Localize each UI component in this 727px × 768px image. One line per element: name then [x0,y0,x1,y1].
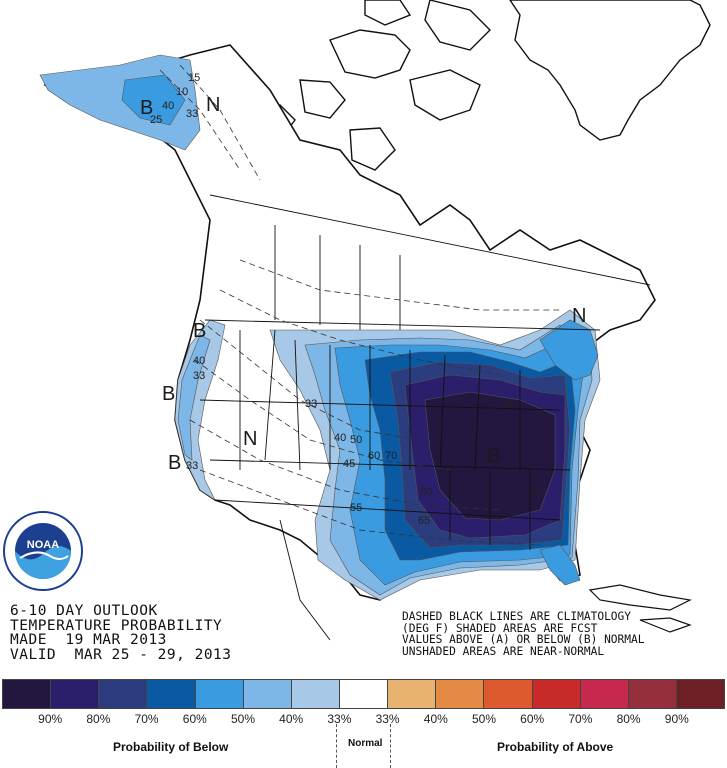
below-category-label: Probability of Below [113,740,229,754]
scale-swatch [628,680,677,708]
scale-swatch [3,680,52,708]
west-below-label-3: B [168,452,182,474]
west-normal-label: N [243,428,258,450]
scale-swatch [532,680,581,708]
scale-swatch [195,680,244,708]
scale-swatch [676,680,725,708]
scale-tick-label: 80% [86,712,111,726]
scale-tick-label: 33% [375,712,400,726]
scale-tick-label: 70% [134,712,159,726]
contour-label: 70 [385,450,398,462]
probability-color-scale [2,679,725,709]
contour-label: 33 [186,460,199,472]
title-line-4: VALID MAR 25 - 29, 2013 [10,646,232,663]
title-line-1: 6-10 DAY OUTLOOK [10,603,158,619]
title-line-3: MADE 19 MAR 2013 [10,632,167,648]
contour-label: 33 [193,370,206,382]
contour-label: 40 [193,355,206,367]
normal-category-label: Normal [348,738,383,749]
noaa-logo-text: NOAA [27,539,59,551]
scale-swatch [99,680,148,708]
outlook-map [39,0,711,641]
above-category-label: Probability of Above [497,740,614,754]
scale-tick-label: 60% [520,712,545,726]
west-below-label-2: B [162,383,176,405]
noaa-logo: NOAA [3,511,83,591]
probability-shading [39,54,601,601]
scale-swatch [388,680,437,708]
east-below-label: B [487,445,501,467]
alaska-normal-label: N [206,94,221,116]
note-line-1: DASHED BLACK LINES ARE CLIMATOLOGY [402,610,632,623]
scale-swatch [580,680,629,708]
scale-tick-label: 40% [279,712,304,726]
contour-label: 90 [530,488,543,500]
contour-label: 45 [343,458,356,470]
contour-label: 65 [418,515,431,527]
alaska-below-label: B [140,97,154,119]
contour-label: 40 [334,432,347,444]
contour-label: 60 [368,450,381,462]
outlook-title: 6-10 DAY OUTLOOK TEMPERATURE PROBABILITY M… [10,604,232,662]
scale-swatch [339,680,389,708]
scale-tick-label: 33% [327,712,352,726]
contour-label: 15 [188,72,201,84]
contour-label: 55 [350,502,363,514]
scale-tick-label: 50% [230,712,256,726]
scale-tick-label: 60% [182,712,207,726]
scale-swatch [147,680,196,708]
contour-label: 50 [350,434,363,446]
scale-tick-label: 70% [568,712,593,726]
scale-swatch [243,680,292,708]
legend-note: DASHED BLACK LINES ARE CLIMATOLOGY (DEG F… [402,611,644,657]
scale-tick-label: 80% [616,712,641,726]
title-line-2: TEMPERATURE PROBABILITY [10,617,223,634]
west-below-label-1: B [193,320,207,342]
contour-label: 80 [420,486,433,498]
scale-tick-label: 90% [38,712,63,726]
scale-swatch [484,680,533,708]
borders [199,194,651,641]
note-line-2: (DEG F) SHADED AREAS ARE FCST [402,621,598,635]
scale-swatch [436,680,485,708]
contour-label: 33 [186,108,199,120]
scale-tick-label: 90% [664,712,689,726]
scale-tick-label: 40% [423,712,448,726]
contour-label: 80 [502,399,515,411]
contour-label: 10 [176,86,189,98]
climatology-lines [159,64,560,546]
contour-label: 25 [150,114,163,126]
note-line-3: VALUES ABOVE (A) OR BELOW (B) NORMAL [402,633,645,646]
note-line-4: UNSHADED AREAS ARE NEAR-NORMAL [402,644,605,658]
contour-label: 33 [305,398,318,410]
northeast-normal-label: N [572,305,587,327]
scale-tick-label: 50% [471,712,497,726]
caribbean-outlines [588,584,692,633]
contour-label: 40 [162,100,175,112]
normal-bracket [336,724,391,768]
scale-swatch [291,680,340,708]
scale-swatch [51,680,100,708]
